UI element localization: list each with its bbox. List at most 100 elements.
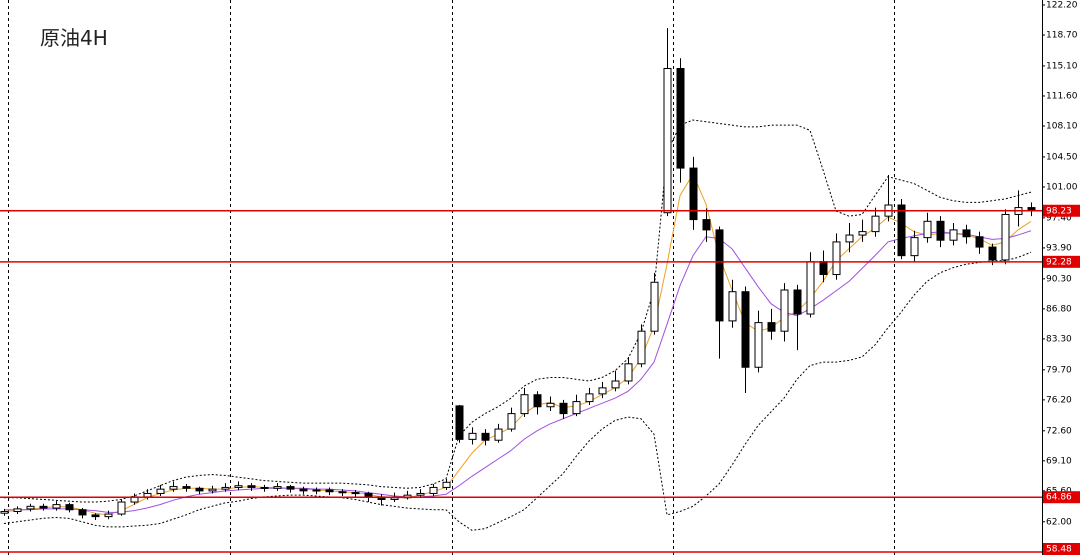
price-label-box	[1043, 491, 1080, 504]
candle-body	[689, 167, 698, 221]
candle-body	[0, 510, 9, 514]
candle-body	[13, 508, 22, 512]
candle-body	[208, 488, 217, 492]
candle-body	[546, 402, 555, 408]
candle-body	[52, 504, 61, 509]
price-label-box	[1043, 255, 1080, 268]
candle-body	[611, 380, 620, 389]
candle-body	[338, 491, 347, 494]
candle-body	[520, 394, 529, 415]
candle-body	[845, 234, 854, 243]
y-tick-label: 79.70	[1046, 365, 1072, 375]
y-tick-label: 69.10	[1046, 456, 1072, 466]
candle-body	[247, 485, 256, 488]
candle-body	[663, 68, 672, 214]
price-label: 92.28	[1046, 257, 1072, 267]
candle-body	[156, 488, 165, 494]
candle-body	[988, 246, 997, 261]
candle-body	[559, 402, 568, 415]
candle-body	[26, 505, 35, 510]
candle-body	[234, 485, 243, 488]
candle-body	[975, 236, 984, 248]
price-label-box	[1043, 543, 1080, 555]
y-tick-label: 101.00	[1046, 182, 1078, 192]
candle-body	[962, 229, 971, 238]
candle-body	[819, 261, 828, 276]
candle-body	[598, 387, 607, 395]
price-label: 58.48	[1046, 545, 1072, 555]
candle-body	[221, 486, 230, 490]
y-tick-label: 104.50	[1046, 152, 1078, 162]
candle-body	[325, 489, 334, 493]
candle-body	[1001, 213, 1010, 261]
candle-body	[754, 322, 763, 368]
y-tick-label: 90.30	[1046, 274, 1072, 284]
candle-body	[832, 241, 841, 276]
candle-body	[858, 231, 867, 236]
candle-body	[793, 289, 802, 315]
y-tick-label: 72.60	[1046, 426, 1072, 436]
candle-body	[416, 492, 425, 496]
y-tick-label: 83.30	[1046, 334, 1072, 344]
candle-body	[143, 492, 152, 498]
y-tick-label: 122.20	[1046, 0, 1078, 10]
candle-body	[806, 261, 815, 315]
candle-body	[871, 215, 880, 233]
candle-body	[312, 489, 321, 492]
y-tick-label: 97.40	[1046, 213, 1072, 223]
candle-body	[429, 486, 438, 494]
candle-body	[507, 413, 516, 430]
price-label: 98.23	[1046, 206, 1072, 216]
candle-body	[65, 504, 74, 511]
candle-body	[910, 237, 919, 257]
y-tick-label: 108.10	[1046, 122, 1078, 132]
y-tick-label: 93.90	[1046, 243, 1072, 253]
candle-body	[39, 505, 48, 509]
candle-body	[936, 220, 945, 241]
candle-body	[585, 393, 594, 403]
y-tick-label: 111.60	[1046, 91, 1078, 101]
candle-body	[442, 481, 451, 488]
y-tick-label: 76.20	[1046, 395, 1072, 405]
candle-body	[923, 220, 932, 239]
candle-body	[637, 330, 646, 365]
candle-body	[390, 497, 399, 500]
candle-body	[494, 428, 503, 441]
candle-body	[676, 68, 685, 169]
indicator-line	[4, 230, 1032, 513]
candle-body	[286, 486, 295, 490]
candle-body	[299, 488, 308, 492]
candle-body	[780, 289, 789, 332]
price-label-box	[1043, 204, 1080, 217]
candle-body	[702, 219, 711, 231]
candle-body	[767, 322, 776, 332]
indicator-line	[3, 251, 1032, 531]
indicator-line	[3, 173, 1032, 516]
candle-body	[533, 394, 542, 408]
candle-body	[715, 229, 724, 322]
candle-body	[468, 432, 477, 440]
chart-title: 原油4H	[40, 26, 108, 50]
indicator-line	[4, 119, 1032, 503]
candle-body	[572, 401, 581, 415]
y-tick-label: 115.10	[1046, 61, 1078, 71]
candle-body	[728, 291, 737, 322]
candle-body	[104, 513, 113, 518]
period-separators	[8, 0, 895, 555]
candle-body	[624, 363, 633, 382]
candle-body	[481, 432, 490, 441]
candle-body	[897, 204, 906, 257]
candle-body	[260, 486, 269, 489]
candle-body	[117, 501, 126, 515]
candle-body	[182, 486, 191, 489]
candle-body	[91, 514, 100, 518]
candle-body	[169, 486, 178, 490]
candle-body	[364, 492, 373, 498]
candle-body	[351, 492, 360, 495]
y-tick-label: 62.00	[1046, 517, 1072, 527]
candle-body	[741, 291, 750, 368]
candle-body	[195, 487, 204, 492]
y-tick-label: 86.80	[1046, 304, 1072, 314]
